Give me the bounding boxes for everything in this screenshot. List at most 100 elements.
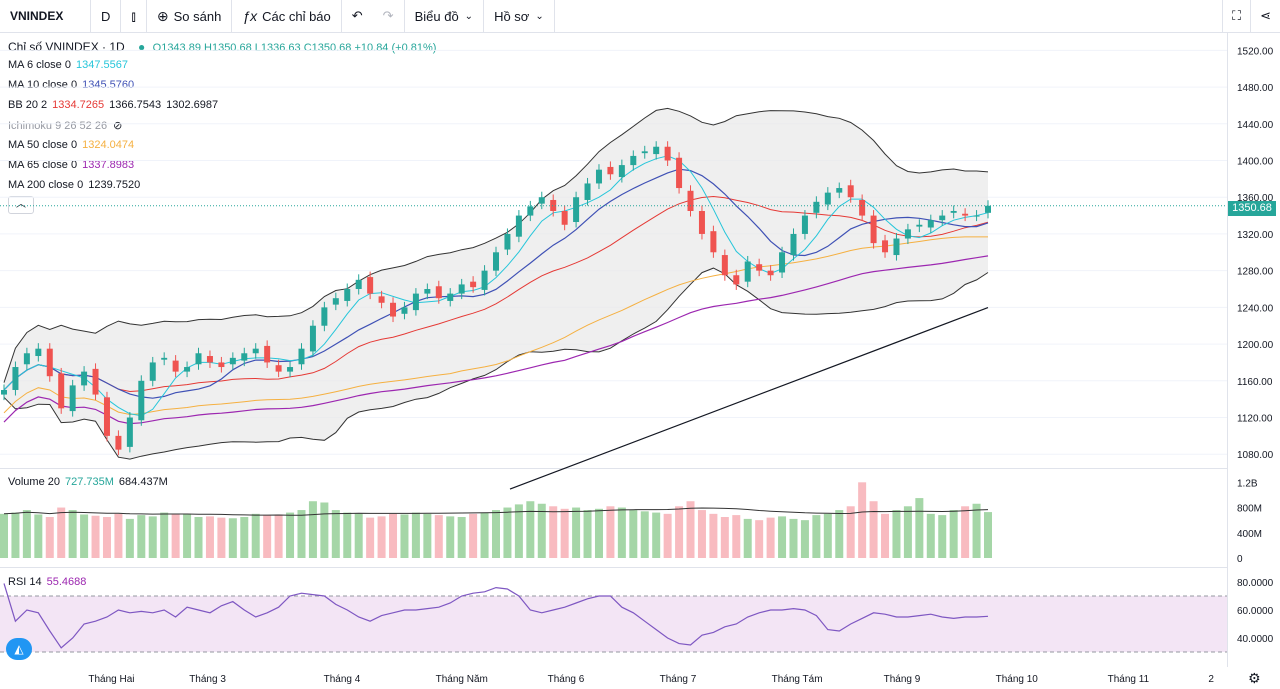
volume-axis-label: 0 [1237,554,1243,565]
time-axis-label: Tháng 3 [189,674,226,685]
volume-bar [823,513,832,558]
candle-body [367,277,374,294]
legend-bb[interactable]: BB 20 2 1334.7265 1366.7543 1302.6987 [8,99,218,111]
volume-bar [526,501,535,558]
symbol-title: Chỉ số VNINDEX · 1D [8,40,125,54]
profile-menu-button[interactable]: Hồ sơ ⌄ [484,0,555,32]
legend-ma50[interactable]: MA 50 close 0 1324.0474 [8,139,134,151]
chart-style-button[interactable]: ⫾ [121,0,147,32]
candle-body [893,238,900,256]
candle-body [195,353,202,365]
price-axis-label: 1280.00 [1237,267,1274,278]
volume-bar [68,510,77,558]
volume-bar [251,513,260,558]
volume-bar [148,516,157,558]
volume-bar [183,513,192,558]
volume-bar [22,510,31,558]
candle-body [275,365,282,372]
symbol-search[interactable]: VNINDEX [0,0,91,32]
collapse-legend-button[interactable]: ︿ [8,196,34,214]
candle-body [126,417,133,447]
volume-bar [205,516,214,558]
legend-rsi[interactable]: RSI 14 55.4688 [8,576,86,588]
candle-body [584,183,591,200]
price-axis-label: 1320.00 [1237,230,1274,241]
candle-body [103,397,110,436]
volume-bar [308,501,317,558]
volume-bar [915,498,924,558]
candle-body [481,270,488,290]
candle-body [836,188,843,193]
volume-bar [228,518,237,558]
volume-bar [617,507,626,558]
candle-body [973,215,980,217]
volume-bar [549,506,558,558]
pane-divider[interactable] [0,567,1228,568]
legend-ma10[interactable]: MA 10 close 0 1345.5760 [8,79,134,91]
price-axis-label: 1120.00 [1237,414,1273,425]
volume-ma-value: 684.437M [118,476,168,488]
candle-body [184,367,191,372]
volume-bar [778,516,787,558]
volume-bar [354,513,363,558]
candle-body [69,385,76,412]
price-axis-label: 1440.00 [1237,120,1274,131]
settings-gear-icon[interactable]: ⚙ [1248,670,1261,686]
redo-icon: ↷ [382,8,394,23]
candle-body [607,166,614,175]
undo-button[interactable]: ↶ [342,0,373,32]
bb-basis-value: 1334.7265 [52,99,105,111]
rsi-label: RSI 14 [8,576,42,588]
candle-body [927,220,934,228]
eye-hidden-icon[interactable]: ⊘ [113,120,123,132]
ohlc-values: O1343.89 H1350.68 L1336.63 C1350.68 +10.… [152,42,437,54]
candle-body [618,165,625,178]
indicators-button[interactable]: ƒx Các chỉ báo [232,0,342,32]
volume-bar [594,508,603,558]
chevron-up-icon: ︿ [16,199,26,210]
volume-bar [686,501,695,558]
candle-body [653,146,660,155]
legend-ma200[interactable]: MA 200 close 0 1239.7520 [8,179,140,191]
redo-button[interactable]: ↷ [373,0,405,32]
volume-bar [263,515,272,558]
candle-body [939,215,946,221]
legend-ma6[interactable]: MA 6 close 0 1347.5567 [8,59,128,71]
candle-body [35,348,42,357]
fullscreen-button[interactable]: ⛶ [1221,0,1250,32]
compare-button[interactable]: ⊕ So sánh [147,0,233,32]
volume-bar [411,512,420,558]
candle-body [904,229,911,239]
ma65-value: 1337.8983 [82,159,135,171]
legend-ichimoku[interactable]: Ichimoku 9 26 52 26 ⊘ [8,119,122,132]
volume-axis-label: 1.2B [1237,478,1258,489]
candle-body [733,275,740,285]
volume-value: 727.735M [64,476,114,488]
candle-body [332,298,339,305]
volume-bar [640,511,649,558]
volume-bar [57,507,66,558]
candle-body [493,252,499,271]
volume-bar [457,517,466,558]
tradingview-logo[interactable]: ◭ [6,638,32,660]
volume-bar [286,512,295,558]
volume-bar [0,513,8,558]
candle-body [81,371,88,386]
rsi-value: 55.4688 [46,576,87,588]
volume-ma-line [3,507,989,516]
pane-divider[interactable] [0,468,1228,469]
candle-body [390,302,397,317]
legend-ma65[interactable]: MA 65 close 0 1337.8983 [8,159,134,171]
legend-volume[interactable]: Volume 20 727.735M 684.437M [8,476,168,488]
chart-menu-button[interactable]: Biểu đồ ⌄ [405,0,485,32]
bollinger-basis-line [3,195,989,393]
volume-bar [400,514,409,558]
volume-bar [217,517,226,558]
interval-button[interactable]: D [91,0,122,32]
volume-bar [938,515,947,558]
undo-icon: ↶ [351,8,363,23]
bollinger-lower-line [3,267,989,460]
volume-bar [800,520,809,558]
share-button[interactable]: ⋖ [1250,0,1280,32]
main-legend: Chỉ số VNINDEX · 1D ● O1343.89 H1350.68 … [8,40,436,54]
